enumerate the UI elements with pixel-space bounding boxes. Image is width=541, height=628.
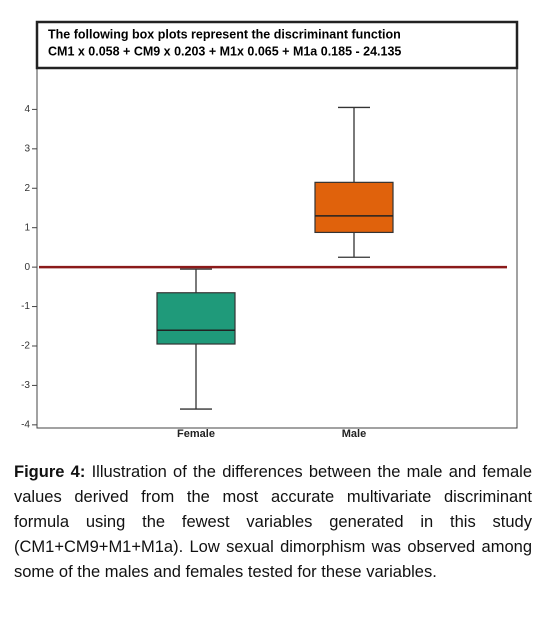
x-tick-label: Female xyxy=(177,428,215,440)
y-tick-label: 2 xyxy=(24,183,30,194)
box xyxy=(314,181,394,234)
chart-subtitle: CM1 x 0.058 + CM9 x 0.203 + M1x 0.065 + … xyxy=(48,44,401,58)
caption-label: Figure 4: xyxy=(14,463,86,481)
y-tick-label: 3 xyxy=(24,143,30,154)
title-box xyxy=(35,20,519,70)
chart: The following box plots represent the di… xyxy=(21,20,519,440)
y-tick-label: -1 xyxy=(21,301,30,312)
caption-text: Illustration of the differences between … xyxy=(14,463,532,581)
chart-title: The following box plots represent the di… xyxy=(48,27,401,41)
y-tick-label: 4 xyxy=(24,104,30,115)
y-tick-label: 1 xyxy=(24,222,30,233)
y-tick-label: -4 xyxy=(21,419,30,430)
y-tick-label: -3 xyxy=(21,380,30,391)
y-tick-label: -2 xyxy=(21,341,30,352)
x-tick-label: Male xyxy=(342,428,366,440)
plot-frame xyxy=(36,21,518,429)
y-tick-label: 0 xyxy=(24,262,30,273)
caption: Figure 4: Illustration of the difference… xyxy=(14,460,532,585)
box xyxy=(156,292,236,345)
